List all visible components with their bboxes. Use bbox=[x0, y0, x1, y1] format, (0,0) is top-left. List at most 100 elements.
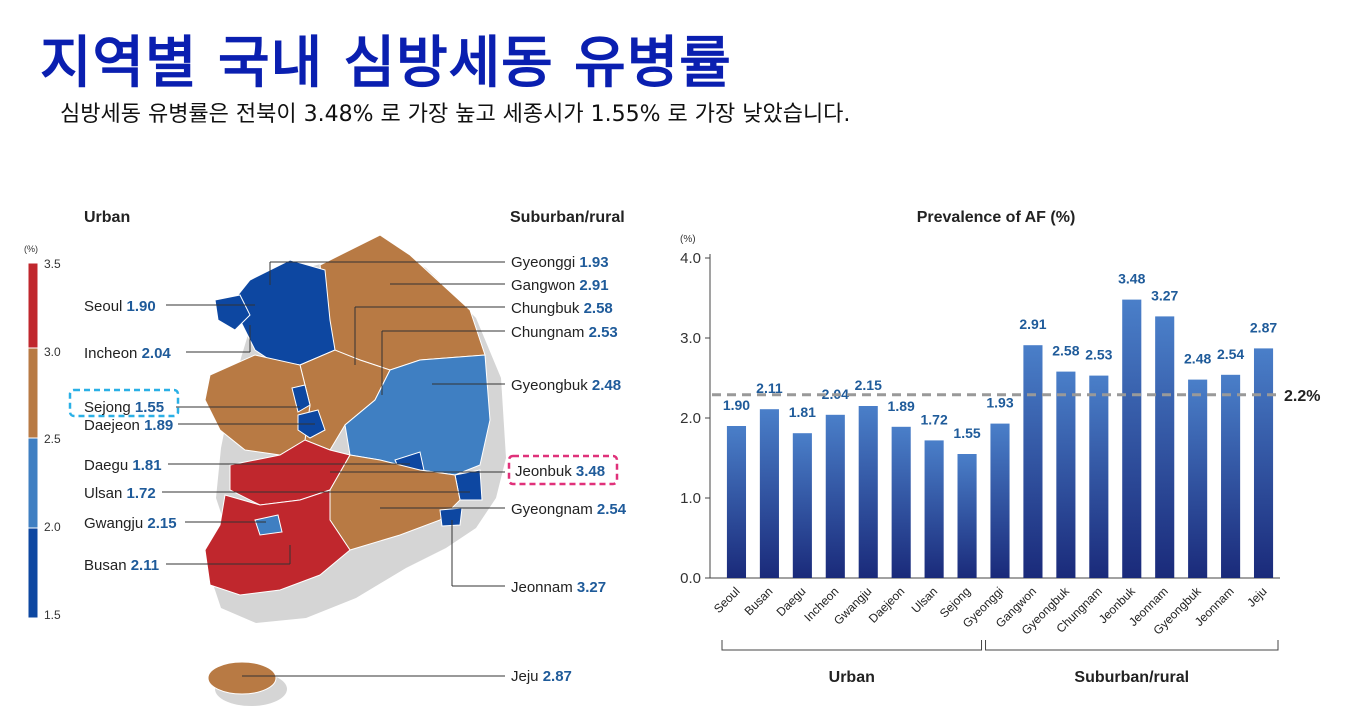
region-label: Gwangju 2.15 bbox=[84, 515, 177, 532]
group-label: Urban bbox=[829, 669, 875, 686]
region-gyeongbuk bbox=[344, 354, 491, 476]
bar bbox=[1188, 379, 1208, 578]
bar bbox=[924, 440, 944, 578]
legend-tick: 2.0 bbox=[44, 520, 61, 534]
legend-band-mid bbox=[27, 347, 39, 439]
data-label: 1.90 bbox=[723, 397, 750, 413]
y-tick-label: 2.0 bbox=[680, 410, 701, 427]
y-tick-label: 0.0 bbox=[680, 570, 701, 587]
region-label: Jeju 2.87 bbox=[511, 668, 572, 685]
urban-region-labels: Seoul 1.90 Incheon 2.04 Sejong 1.55 Daej… bbox=[84, 298, 177, 574]
region-label: Gangwon 2.91 bbox=[511, 277, 609, 294]
region-label: Jeonbuk 3.48 bbox=[515, 463, 605, 480]
legend-band-high bbox=[27, 262, 39, 349]
region-label: Chungnam 2.53 bbox=[511, 324, 618, 341]
data-label: 2.87 bbox=[1250, 319, 1277, 335]
y-tick-label: 1.0 bbox=[680, 490, 701, 507]
data-label: 2.48 bbox=[1184, 351, 1211, 367]
region-incheon bbox=[214, 294, 251, 331]
legend-band-low bbox=[27, 437, 39, 529]
bar bbox=[1253, 348, 1274, 578]
region-busan bbox=[439, 507, 463, 527]
jeonbuk-highlight-box bbox=[507, 454, 619, 486]
legend-tick: 1.5 bbox=[44, 608, 61, 622]
page-title: 지역별 국내 심방세동 유병률 bbox=[40, 31, 732, 96]
y-tick-label: 4.0 bbox=[680, 250, 701, 267]
y-tick-label: 3.0 bbox=[680, 330, 701, 347]
x-tick-label: Seoul bbox=[711, 584, 743, 616]
legend-unit: (%) bbox=[24, 244, 38, 254]
data-label: 2.15 bbox=[855, 377, 882, 393]
bar bbox=[726, 426, 747, 578]
data-label: 3.27 bbox=[1151, 287, 1178, 303]
region-map-panel: Urban Suburban/rural (%) 3.5 3.0 2.5 2.0… bbox=[24, 209, 627, 706]
bar bbox=[858, 406, 878, 578]
data-label: 3.48 bbox=[1118, 271, 1145, 287]
rural-region-labels: Gyeonggi 1.93 Gangwon 2.91 Chungbuk 2.58… bbox=[511, 254, 627, 685]
region-label: Ulsan 1.72 bbox=[84, 485, 156, 502]
rural-leader-lines bbox=[242, 261, 505, 677]
region-label: Daegu 1.81 bbox=[84, 457, 162, 474]
x-tick-label: Jeju bbox=[1244, 584, 1269, 609]
bar bbox=[1221, 374, 1241, 578]
urban-leader-lines bbox=[162, 304, 470, 565]
legend-tick: 3.5 bbox=[44, 257, 61, 271]
data-label: 1.55 bbox=[953, 425, 980, 441]
region-gwangju bbox=[254, 514, 283, 536]
group-bracket bbox=[721, 640, 983, 651]
data-label: 2.54 bbox=[1217, 346, 1244, 362]
data-label: 2.58 bbox=[1052, 343, 1079, 359]
group-label: Suburban/rural bbox=[1074, 669, 1189, 686]
bar bbox=[1155, 316, 1175, 578]
page-subtitle: 심방세동 유병률은 전북이 3.48% 로 가장 높고 세종시가 1.55% 로… bbox=[60, 102, 851, 127]
urban-header: Urban bbox=[84, 209, 130, 226]
region-jeju bbox=[207, 661, 277, 695]
data-label: 2.91 bbox=[1019, 316, 1046, 332]
legend-tick: 2.5 bbox=[44, 432, 61, 446]
region-chungnam bbox=[204, 354, 311, 456]
region-label: Seoul 1.90 bbox=[84, 298, 156, 315]
bar bbox=[957, 454, 977, 578]
legend-band-lowest bbox=[27, 527, 39, 619]
group-bracket bbox=[985, 640, 1279, 651]
region-label: Daejeon 1.89 bbox=[84, 417, 173, 434]
chart-title: Prevalence of AF (%) bbox=[917, 209, 1076, 226]
region-label: Gyeongnam 2.54 bbox=[511, 501, 627, 518]
region-sejong bbox=[291, 384, 311, 413]
bar-chart: Prevalence of AF (%) (%) 0.0 1.0 2.0 3.0 4.0… bbox=[680, 209, 1320, 686]
region-label: Incheon 2.04 bbox=[84, 345, 171, 362]
bar bbox=[1089, 375, 1109, 578]
rural-header: Suburban/rural bbox=[510, 209, 625, 226]
bar bbox=[1056, 371, 1076, 578]
korea-map bbox=[204, 234, 506, 706]
data-label: 1.89 bbox=[888, 398, 915, 414]
region-label: Jeonnam 3.27 bbox=[511, 579, 606, 596]
legend-tick: 3.0 bbox=[44, 345, 61, 359]
region-label: Sejong 1.55 bbox=[84, 399, 164, 416]
data-label: 2.53 bbox=[1085, 347, 1112, 363]
x-tick-label: Ulsan bbox=[909, 584, 941, 616]
region-jeonnam bbox=[204, 489, 351, 596]
region-label: Busan 2.11 bbox=[84, 557, 159, 574]
legend-colorbar: (%) 3.5 3.0 2.5 2.0 1.5 bbox=[24, 244, 61, 622]
y-axis-unit: (%) bbox=[680, 234, 696, 245]
data-label: 1.93 bbox=[986, 395, 1013, 411]
x-tick-label: Busan bbox=[742, 584, 776, 618]
data-label: 2.11 bbox=[756, 380, 783, 396]
chart-plot-area: 0.0 1.0 2.0 3.0 4.0 1.90 Seoul 2.11 Busan 1.81 Dae… bbox=[680, 250, 1320, 686]
bar bbox=[825, 414, 845, 578]
x-tick-label: Daejeon bbox=[866, 584, 908, 626]
region-label: Gyeongbuk 2.48 bbox=[511, 377, 621, 394]
bar bbox=[990, 423, 1010, 578]
bar bbox=[1023, 345, 1043, 578]
reference-line-label: 2.2% bbox=[1284, 388, 1320, 405]
bar bbox=[759, 409, 779, 578]
region-label: Chungbuk 2.58 bbox=[511, 300, 613, 317]
bar bbox=[1122, 299, 1142, 578]
data-label: 1.72 bbox=[920, 411, 947, 427]
region-label: Gyeonggi 1.93 bbox=[511, 254, 609, 271]
bar bbox=[792, 433, 812, 578]
data-label: 1.81 bbox=[789, 404, 816, 420]
bar bbox=[891, 426, 911, 578]
region-gangwon bbox=[319, 234, 486, 371]
